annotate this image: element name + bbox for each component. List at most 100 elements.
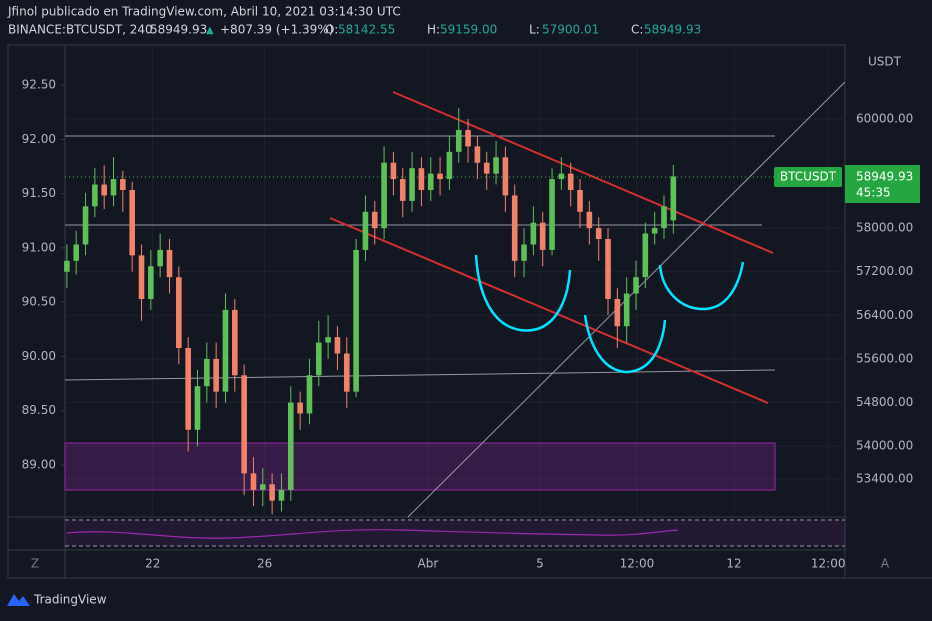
candle-body bbox=[353, 249, 359, 392]
x-tick-label: 12:00 bbox=[620, 557, 655, 571]
y2-tick-label: 92.00 bbox=[22, 132, 56, 146]
last-price: 58949.93 bbox=[150, 23, 207, 37]
candle-body bbox=[213, 358, 219, 392]
candle-body bbox=[166, 249, 173, 278]
candle-body bbox=[623, 293, 630, 327]
candle-body bbox=[595, 228, 602, 240]
ohlc-value: 58142.55 bbox=[338, 23, 395, 37]
candle-body bbox=[633, 277, 639, 294]
candle-body bbox=[204, 358, 210, 387]
y-tick-label: 53400.00 bbox=[856, 471, 913, 485]
candle-body bbox=[549, 179, 555, 250]
candle-body bbox=[558, 173, 565, 180]
candle-body bbox=[371, 211, 378, 229]
candle-body bbox=[511, 195, 518, 261]
candle-body bbox=[474, 146, 481, 163]
ohlc-legend: O: 58142.55 H: 59159.00 L: 57900.01 C: 58949.93 bbox=[325, 23, 701, 37]
y-tick-label: 55600.00 bbox=[856, 351, 913, 365]
y2-tick-label: 90.00 bbox=[22, 349, 56, 363]
candle-body bbox=[614, 298, 621, 327]
corner-right[interactable]: A bbox=[881, 557, 890, 571]
corner-left[interactable]: Z bbox=[31, 557, 39, 571]
candle-body bbox=[661, 206, 667, 229]
ohlc-value: 59159.00 bbox=[440, 23, 497, 37]
channel-line bbox=[329, 217, 769, 404]
chart-title: Jfinol publicado en TradingView.com, Abr… bbox=[7, 5, 401, 19]
candles bbox=[64, 108, 677, 515]
symbol-tag bbox=[774, 167, 842, 187]
ohlc-value: 57900.01 bbox=[542, 23, 599, 37]
y-tick-label: 54000.00 bbox=[856, 439, 913, 453]
candle-body bbox=[502, 157, 509, 196]
ohlc-key: O: bbox=[325, 23, 338, 37]
candle-body bbox=[642, 233, 649, 278]
candle-body bbox=[129, 189, 135, 256]
candle-body bbox=[176, 277, 182, 349]
y2-tick-label: 92.50 bbox=[22, 78, 56, 92]
candle-body bbox=[120, 179, 126, 190]
candle-body bbox=[455, 130, 462, 152]
candle-body bbox=[399, 179, 406, 201]
candle-body bbox=[381, 162, 387, 229]
x-tick-label: 12 bbox=[726, 557, 741, 571]
candle-body bbox=[148, 266, 154, 299]
ohlc-value: 58949.93 bbox=[644, 23, 701, 37]
price-tag-value: 58949.93 bbox=[856, 170, 913, 184]
indicator-line bbox=[66, 529, 679, 539]
pattern-curve bbox=[583, 314, 667, 374]
candle-body bbox=[539, 222, 546, 250]
ohlc-key: L: bbox=[529, 23, 540, 37]
candle-body bbox=[138, 255, 145, 299]
candle-body bbox=[278, 489, 285, 501]
candle-body bbox=[567, 173, 574, 190]
y2-tick-label: 89.50 bbox=[22, 403, 56, 417]
price-tag bbox=[845, 165, 920, 203]
brand-logo bbox=[7, 594, 30, 606]
candle-body bbox=[101, 184, 107, 196]
currency-bg bbox=[848, 54, 918, 72]
candle-body bbox=[250, 473, 257, 490]
y-tick-label: 60000.00 bbox=[856, 112, 913, 126]
indicator-fill bbox=[65, 520, 845, 546]
candle-body bbox=[483, 162, 490, 174]
candle-body bbox=[325, 337, 331, 343]
up-arrow: ▲ bbox=[206, 25, 214, 36]
x-tick-label: 26 bbox=[257, 557, 272, 571]
y2-tick-label: 91.00 bbox=[22, 240, 56, 254]
candle-body bbox=[418, 168, 425, 190]
candle-body bbox=[465, 130, 471, 147]
candle-body bbox=[260, 484, 266, 490]
candle-body bbox=[521, 244, 527, 261]
candle-body bbox=[390, 162, 397, 180]
ohlc-key: C: bbox=[631, 23, 643, 37]
candle-body bbox=[241, 375, 247, 474]
candle-body bbox=[73, 244, 79, 261]
candle-body bbox=[586, 211, 593, 229]
candle-body bbox=[315, 342, 322, 376]
candle-body bbox=[437, 173, 443, 180]
candle-body bbox=[82, 206, 89, 245]
candle-body bbox=[297, 402, 303, 414]
candle-body bbox=[194, 386, 201, 430]
x-tick-label: 22 bbox=[145, 557, 160, 571]
candle-body bbox=[287, 402, 294, 490]
channel-line bbox=[392, 91, 774, 254]
candle-body bbox=[530, 222, 537, 245]
candle-body bbox=[110, 179, 117, 196]
axes: 60000.00 58000.00 57200.00 56400.00 55600.00… bbox=[22, 78, 914, 571]
y2-tick-label: 91.50 bbox=[22, 186, 56, 200]
x-tick-label: 5 bbox=[536, 557, 544, 571]
y2-tick-label: 90.50 bbox=[22, 295, 56, 309]
y2-tick-label: 89.00 bbox=[22, 457, 56, 471]
candle-body bbox=[577, 189, 583, 212]
candle-body bbox=[222, 309, 229, 392]
change: +807.39 (+1.39%) bbox=[220, 23, 333, 37]
y-tick-label: 57200.00 bbox=[856, 264, 913, 278]
range-box bbox=[64, 442, 776, 491]
currency: USDT bbox=[868, 55, 902, 69]
candle-body bbox=[343, 353, 350, 392]
price-tag-countdown: 45:35 bbox=[856, 186, 891, 200]
candle-body bbox=[409, 168, 415, 201]
